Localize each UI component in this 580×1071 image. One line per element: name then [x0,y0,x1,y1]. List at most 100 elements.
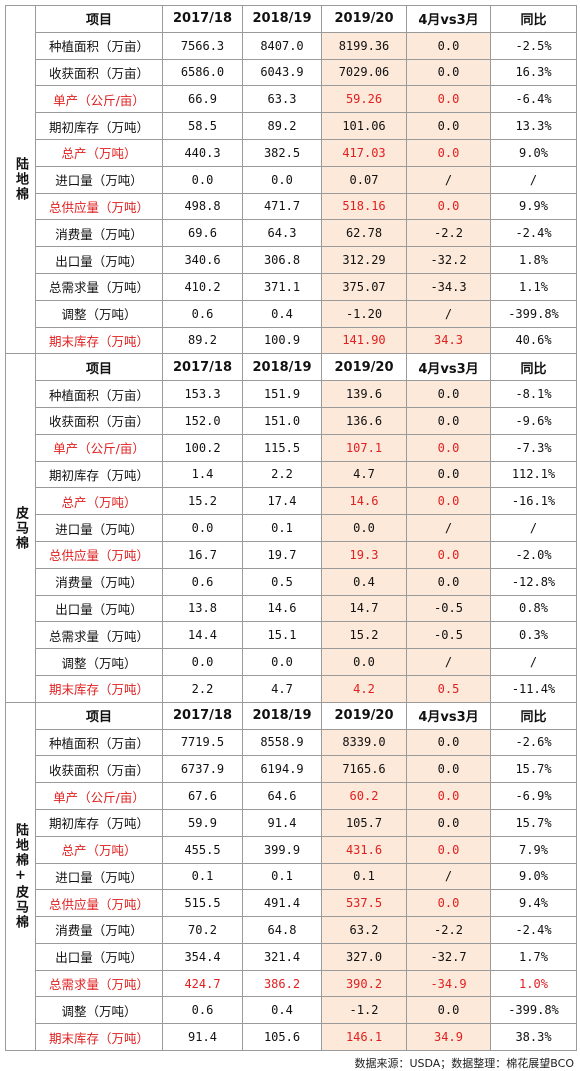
cell: 6043.9 [242,58,322,87]
cell: 491.4 [242,889,322,918]
cell: 6194.9 [242,755,322,784]
cell: 424.7 [162,969,243,998]
cell: 60.2 [321,782,407,810]
cell: / [406,648,491,676]
cell: 66.9 [162,85,243,114]
column-header: 同比 [490,353,577,382]
cell: 1.8% [490,246,577,274]
cell: 327.0 [321,942,407,971]
data-row: 期末库存（万吨） 89.2 100.9 141.90 34.3 40.6% [6,326,577,355]
cell: / [490,165,577,194]
cell: 13.8 [162,594,243,623]
data-row: 期初库存（万吨） 58.5 89.2 101.06 0.0 13.3% [6,112,577,140]
cell: 0.3% [490,621,577,650]
row-label: 出口量（万吨） [35,594,163,623]
cell: -16.1% [490,487,577,516]
data-row: 出口量（万吨） 13.8 14.6 14.7 -0.5 0.8% [6,594,577,623]
row-label: 总供应量（万吨） [35,540,163,569]
cell: 4.2 [321,674,407,703]
cell: 0.0 [162,648,243,676]
cell: 59.26 [321,85,407,114]
data-row: 总需求量（万吨） 410.2 371.1 375.07 -34.3 1.1% [6,272,577,301]
cell: 15.7% [490,808,577,837]
cell: / [406,165,491,194]
row-label: 期末库存（万吨） [35,326,163,355]
cell: / [490,648,577,676]
data-row: 出口量（万吨） 340.6 306.8 312.29 -32.2 1.8% [6,246,577,274]
cell: 0.5 [406,674,491,703]
cell: 141.90 [321,326,407,355]
cell: 14.6 [321,487,407,516]
data-row: 消费量（万吨） 0.6 0.5 0.4 0.0 -12.8% [6,567,577,596]
cell: 9.0% [490,862,577,891]
data-row: 种植面积（万亩） 7566.3 8407.0 8199.36 0.0 -2.5% [6,31,577,60]
cell: 340.6 [162,246,243,274]
cell: 13.3% [490,112,577,140]
cell: -1.20 [321,299,407,328]
data-row: 期初库存（万吨） 59.9 91.4 105.7 0.0 15.7% [6,808,577,837]
cell: 0.0 [406,58,491,87]
cell: -1.2 [321,996,407,1025]
cell: 8407.0 [242,31,322,60]
row-label: 收获面积（万亩） [35,58,163,87]
table-body: 陆地棉 项目 2017/18 2018/19 2019/20 4月vs3月 同比 种植面积（万… [5,4,577,1052]
column-header: 同比 [490,5,577,33]
column-header: 2019/20 [321,353,407,382]
cell: 19.3 [321,540,407,569]
cell: 70.2 [162,916,243,944]
header-row: 陆地棉 项目 2017/18 2018/19 2019/20 4月vs3月 同比 [5,4,577,355]
cell: -399.8% [490,996,577,1025]
group-label: 陆地棉 [5,4,36,355]
cell: 1.7% [490,942,577,971]
cell: 14.7 [321,594,407,623]
data-row: 总供应量（万吨） 16.7 19.7 19.3 0.0 -2.0% [6,540,577,569]
row-label: 出口量（万吨） [35,246,163,274]
data-row: 总供应量（万吨） 498.8 471.7 518.16 0.0 9.9% [6,192,577,221]
data-row: 总需求量（万吨） 424.7 386.2 390.2 -34.9 1.0% [6,969,577,998]
cell: 105.7 [321,808,407,837]
data-row: 进口量（万吨） 0.1 0.1 0.1/9.0% [6,862,577,891]
cell: 0.0 [406,755,491,784]
data-row: 期末库存（万吨） 91.4 105.6 146.1 34.9 38.3% [6,1023,577,1052]
cell: 153.3 [162,380,243,408]
row-label: 期初库存（万吨） [35,460,163,489]
row-label: 调整（万吨） [35,299,163,328]
column-header: 项目 [35,353,163,382]
column-header: 项目 [35,701,163,730]
cell: 2.2 [242,460,322,489]
cell: 0.0 [406,460,491,489]
cell: 0.1 [242,862,322,891]
cell: 101.06 [321,112,407,140]
cell: 0.0 [406,31,491,60]
cell: -0.5 [406,594,491,623]
cell: -32.7 [406,942,491,971]
row-label: 消费量（万吨） [35,567,163,596]
cell: -32.2 [406,246,491,274]
cell: 112.1% [490,460,577,489]
cell: 371.1 [242,272,322,301]
cell: 0.6 [162,567,243,596]
cell: 312.29 [321,246,407,274]
data-row: 出口量（万吨） 354.4 321.4 327.0 -32.7 1.7% [6,942,577,971]
cell: -6.4% [490,85,577,114]
cell: 9.9% [490,192,577,221]
cell: 455.5 [162,835,243,864]
row-label: 调整（万吨） [35,996,163,1025]
cell: 89.2 [162,326,243,355]
cell: -34.9 [406,969,491,998]
cell: 17.4 [242,487,322,516]
cell: 7029.06 [321,58,407,87]
cell: 34.9 [406,1023,491,1052]
cell: 100.2 [162,433,243,462]
cell: 62.78 [321,219,407,248]
column-header: 2017/18 [162,701,243,730]
cell: 0.1 [162,862,243,891]
cell: 63.3 [242,85,322,114]
cell: 9.4% [490,889,577,918]
cell: 0.0 [406,192,491,221]
cell: 0.5 [242,567,322,596]
data-row: 种植面积（万亩） 7719.5 8558.9 8339.0 0.0 -2.6% [6,728,577,757]
row-label: 期初库存（万吨） [35,112,163,140]
cell: -7.3% [490,433,577,462]
